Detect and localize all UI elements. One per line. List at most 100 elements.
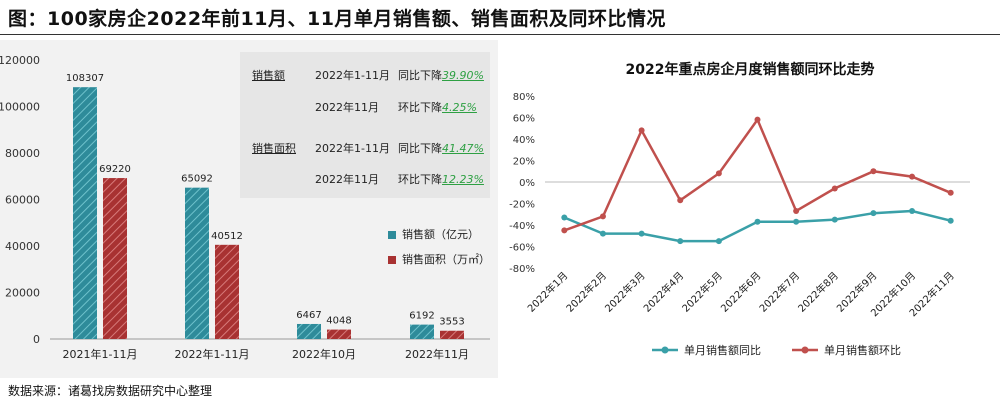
x-tick-label: 2021年1-11月 xyxy=(63,347,138,361)
legend-label: 单月销售额同比 xyxy=(684,343,761,357)
legend-swatch xyxy=(388,231,396,239)
data-point xyxy=(793,218,800,225)
x-tick-label: 2022年6月 xyxy=(718,269,764,315)
bar xyxy=(440,330,464,339)
legend-label: 单月销售额环比 xyxy=(824,343,901,357)
x-tick-label: 2022年10月 xyxy=(292,347,356,361)
y-tick-label: 40000 xyxy=(5,240,40,253)
x-tick-label: 2022年11月 xyxy=(405,347,469,361)
data-point xyxy=(715,170,722,177)
page-title: 图：100家房企2022年前11月、11月单月销售额、销售面积及同环比情况 xyxy=(8,8,666,30)
summary-period: 2022年1-11月 xyxy=(315,142,390,155)
data-label: 65092 xyxy=(181,174,213,185)
summary-period: 2022年1-11月 xyxy=(315,69,390,82)
bar xyxy=(73,87,97,340)
data-point xyxy=(754,218,761,225)
x-tick-label: 2022年2月 xyxy=(563,269,609,315)
line-chart: 2022年重点房企月度销售额同环比走势 -80% -60% -40% -20% 0% 20%… xyxy=(509,61,970,357)
summary-value: 39.90% xyxy=(442,69,484,82)
bar xyxy=(327,329,351,339)
y-tick-label: 20% xyxy=(513,157,535,168)
data-point xyxy=(947,189,954,196)
x-tick-label: 2022年3月 xyxy=(602,269,648,315)
data-point xyxy=(754,116,761,123)
data-point xyxy=(638,230,645,237)
summary-change-label: 同比下降 xyxy=(398,69,442,82)
data-point xyxy=(909,208,916,215)
data-label: 69220 xyxy=(99,164,131,175)
chart-title: 2022年重点房企月度销售额同环比走势 xyxy=(626,61,875,78)
summary-change-label: 同比下降 xyxy=(398,142,442,155)
summary-period: 2022年11月 xyxy=(315,173,379,186)
summary-change-label: 环比下降 xyxy=(398,101,442,114)
data-point xyxy=(561,227,568,234)
y-tick-label: 0% xyxy=(519,178,535,189)
summary-metric: 销售额 xyxy=(252,69,285,82)
data-point xyxy=(715,238,722,245)
data-label: 40512 xyxy=(211,231,243,242)
summary-value: 4.25% xyxy=(442,101,477,114)
y-tick-label: -60% xyxy=(509,243,535,254)
summary-change: 环比下降4.25% xyxy=(398,100,477,116)
legend-marker xyxy=(661,346,669,354)
y-tick-label: 20000 xyxy=(5,287,40,300)
legend-item-sales-area: 销售面积（万㎡） xyxy=(388,251,490,267)
summary-metric: 销售面积 xyxy=(252,142,296,155)
y-tick-label: 100000 xyxy=(0,101,40,114)
summary-change: 同比下降39.90% xyxy=(398,68,484,84)
summary-value: 41.47% xyxy=(442,142,484,155)
y-tick-label: 60% xyxy=(513,114,535,125)
y-tick-label: 120000 xyxy=(0,54,40,67)
data-point xyxy=(831,216,838,223)
data-point xyxy=(870,210,877,217)
bar xyxy=(103,178,127,339)
legend-marker xyxy=(801,346,809,354)
bar xyxy=(297,323,321,339)
data-point xyxy=(599,230,606,237)
line-chart-panel: 2022年重点房企月度销售额同环比走势 -80% -60% -40% -20% 0% 20%… xyxy=(500,40,1000,378)
x-tick-label: 2022年7月 xyxy=(756,269,802,315)
data-label: 108307 xyxy=(66,73,104,84)
y-tick-label: 0 xyxy=(33,333,40,346)
source-note: 数据来源：诸葛找房数据研究中心整理 xyxy=(8,384,213,398)
data-point xyxy=(677,238,684,245)
data-label: 6192 xyxy=(409,311,434,322)
data-point xyxy=(870,168,877,175)
x-tick-label: 2022年5月 xyxy=(679,269,725,315)
legend-label: 销售额（亿元） xyxy=(402,228,479,241)
y-tick-label: 60000 xyxy=(5,194,40,207)
data-point xyxy=(638,127,645,134)
data-point xyxy=(677,197,684,204)
summary-value: 12.23% xyxy=(442,173,484,186)
data-point xyxy=(561,214,568,221)
y-tick-label: 80% xyxy=(513,92,535,103)
legend-label: 销售面积（万㎡） xyxy=(402,253,490,266)
legend-swatch xyxy=(388,256,396,264)
data-label: 3553 xyxy=(439,317,464,328)
x-tick-label: 2022年4月 xyxy=(641,269,687,315)
title-divider xyxy=(0,34,1000,35)
summary-change: 环比下降12.23% xyxy=(398,172,484,188)
legend-item-sales-amount: 销售额（亿元） xyxy=(388,226,479,242)
data-label: 4048 xyxy=(326,316,351,327)
y-tick-label: 80000 xyxy=(5,147,40,160)
summary-box: 销售额 2022年1-11月 同比下降39.90% 2022年11月 环比下降4… xyxy=(240,52,490,198)
data-point xyxy=(599,213,606,220)
data-point xyxy=(909,173,916,180)
y-tick-label: -80% xyxy=(509,264,535,275)
series-line xyxy=(563,117,952,232)
summary-period: 2022年11月 xyxy=(315,101,379,114)
y-tick-label: -20% xyxy=(509,200,535,211)
bar-chart: 0 20000 40000 60000 80000 100000 120000 108307 6… xyxy=(0,54,490,361)
data-point xyxy=(831,185,838,192)
bar xyxy=(185,187,209,339)
data-point xyxy=(947,217,954,224)
data-point xyxy=(793,208,800,215)
x-tick-label: 2022年1月 xyxy=(525,269,571,315)
x-tick-label: 2022年1-11月 xyxy=(175,347,250,361)
x-tick-label: 2022年8月 xyxy=(795,269,841,315)
y-tick-label: 40% xyxy=(513,135,535,146)
summary-change: 同比下降41.47% xyxy=(398,141,484,157)
y-tick-label: -40% xyxy=(509,221,535,232)
data-label: 6467 xyxy=(296,310,321,321)
